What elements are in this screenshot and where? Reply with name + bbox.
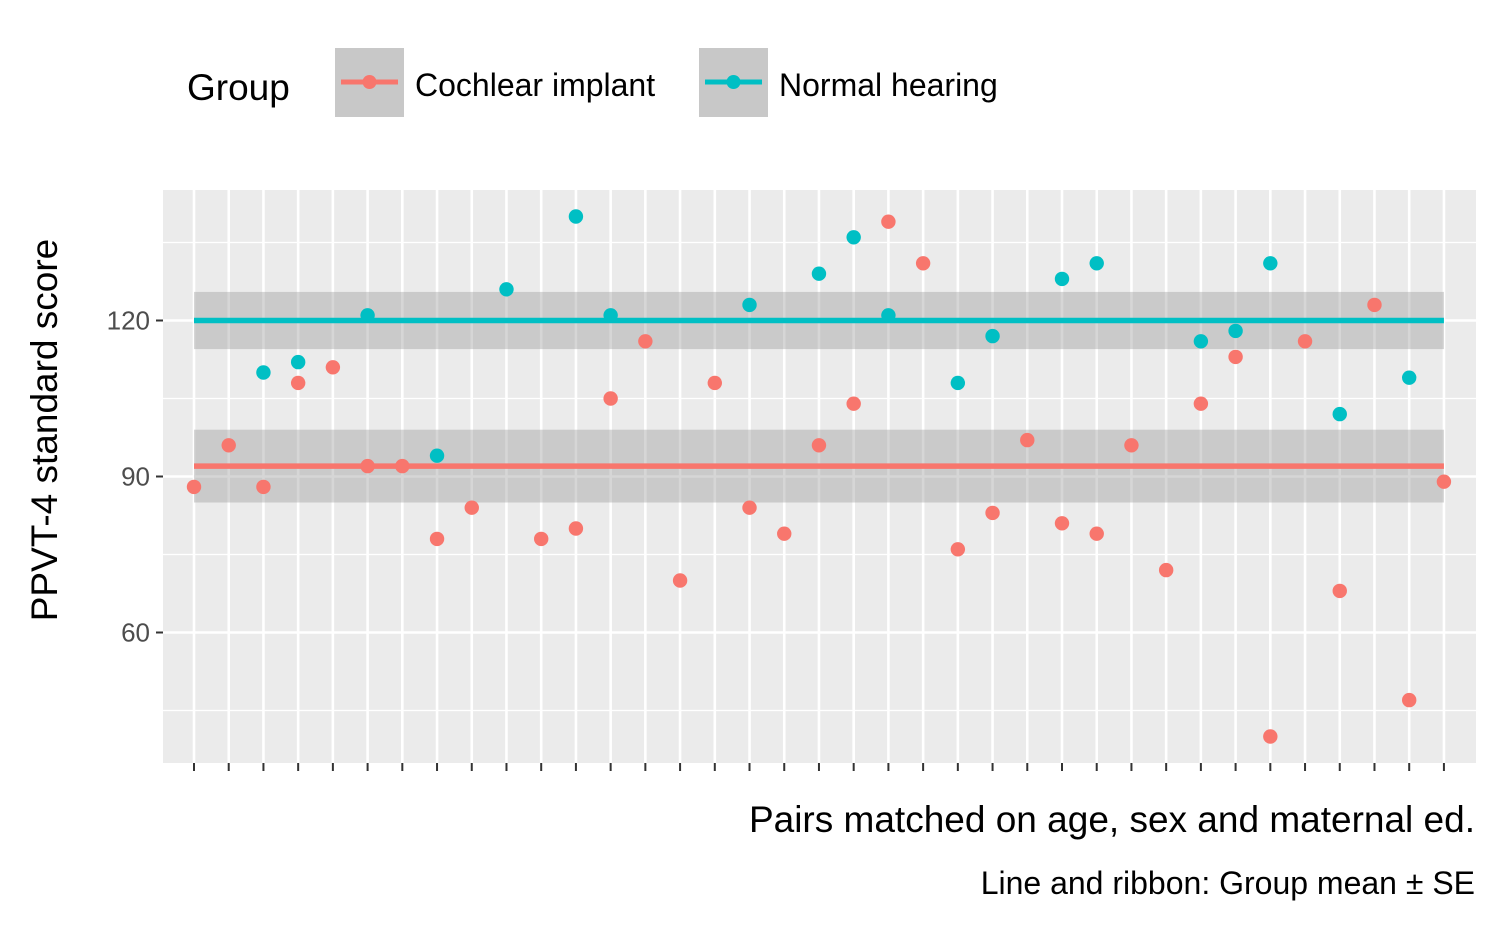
- point-cochlear-implant: [777, 526, 792, 541]
- point-cochlear-implant: [186, 479, 202, 495]
- y-tick-label: 90: [121, 462, 150, 492]
- point-cochlear-implant: [221, 438, 236, 453]
- point-cochlear-implant: [985, 505, 1000, 521]
- point-normal-hearing: [568, 209, 584, 224]
- caption: Line and ribbon: Group mean ± SE: [981, 865, 1475, 901]
- legend-label-normal-hearing: Normal hearing: [779, 67, 998, 103]
- legend: Group Cochlear implant Normal hearing: [187, 46, 998, 119]
- point-cochlear-implant: [707, 375, 722, 391]
- legend-point-cochlear-implant: [362, 75, 377, 89]
- point-normal-hearing: [1054, 271, 1070, 287]
- point-normal-hearing: [742, 297, 757, 313]
- point-cochlear-implant: [950, 542, 966, 557]
- point-cochlear-implant: [1193, 396, 1209, 411]
- point-normal-hearing: [256, 365, 271, 380]
- point-cochlear-implant: [256, 479, 271, 495]
- point-cochlear-implant: [429, 531, 445, 547]
- point-cochlear-implant: [1436, 474, 1452, 489]
- y-axis-title: PPVT-4 standard score: [24, 239, 65, 622]
- point-cochlear-implant: [1228, 349, 1243, 365]
- point-normal-hearing: [1332, 406, 1347, 422]
- point-normal-hearing: [1402, 370, 1417, 385]
- grid: [163, 190, 1476, 763]
- point-normal-hearing: [360, 308, 375, 323]
- point-cochlear-implant: [1054, 516, 1070, 531]
- point-normal-hearing: [1089, 256, 1104, 271]
- point-cochlear-implant: [1263, 729, 1278, 744]
- point-cochlear-implant: [881, 214, 896, 229]
- point-cochlear-implant: [811, 438, 827, 453]
- y-tick-label: 60: [121, 618, 150, 648]
- point-cochlear-implant: [1332, 583, 1347, 599]
- point-cochlear-implant: [1402, 692, 1417, 708]
- point-normal-hearing: [1193, 334, 1209, 349]
- point-normal-hearing: [429, 448, 445, 463]
- point-normal-hearing: [985, 328, 1000, 344]
- point-cochlear-implant: [290, 375, 306, 391]
- legend-point-normal-hearing: [726, 75, 741, 89]
- point-cochlear-implant: [1297, 334, 1313, 349]
- point-normal-hearing: [1263, 256, 1278, 271]
- point-normal-hearing: [846, 230, 861, 245]
- point-cochlear-implant: [1089, 526, 1104, 541]
- point-cochlear-implant: [360, 458, 375, 474]
- point-cochlear-implant: [534, 531, 549, 547]
- point-cochlear-implant: [638, 334, 653, 349]
- point-normal-hearing: [1228, 323, 1243, 339]
- point-normal-hearing: [811, 266, 827, 281]
- point-normal-hearing: [499, 282, 514, 297]
- legend-title: Group: [187, 67, 290, 108]
- point-cochlear-implant: [742, 500, 757, 515]
- point-cochlear-implant: [325, 360, 341, 375]
- point-normal-hearing: [290, 354, 306, 370]
- point-cochlear-implant: [672, 573, 688, 588]
- point-cochlear-implant: [846, 396, 861, 411]
- y-tick-label: 120: [107, 306, 150, 336]
- point-cochlear-implant: [603, 391, 618, 406]
- point-cochlear-implant: [395, 458, 410, 474]
- point-cochlear-implant: [568, 521, 584, 536]
- y-axis: 60 90 120: [107, 306, 163, 648]
- point-cochlear-implant: [1367, 297, 1382, 313]
- point-cochlear-implant: [1158, 562, 1174, 578]
- legend-label-cochlear-implant: Cochlear implant: [415, 67, 655, 103]
- point-cochlear-implant: [915, 256, 931, 271]
- point-cochlear-implant: [1124, 438, 1139, 453]
- points: [186, 209, 1452, 744]
- point-cochlear-implant: [464, 500, 479, 515]
- point-normal-hearing: [603, 308, 618, 323]
- x-axis-title: Pairs matched on age, sex and maternal e…: [749, 799, 1475, 840]
- point-normal-hearing: [950, 375, 966, 391]
- point-cochlear-implant: [1020, 432, 1035, 448]
- x-axis: [193, 763, 1445, 771]
- point-normal-hearing: [881, 308, 896, 323]
